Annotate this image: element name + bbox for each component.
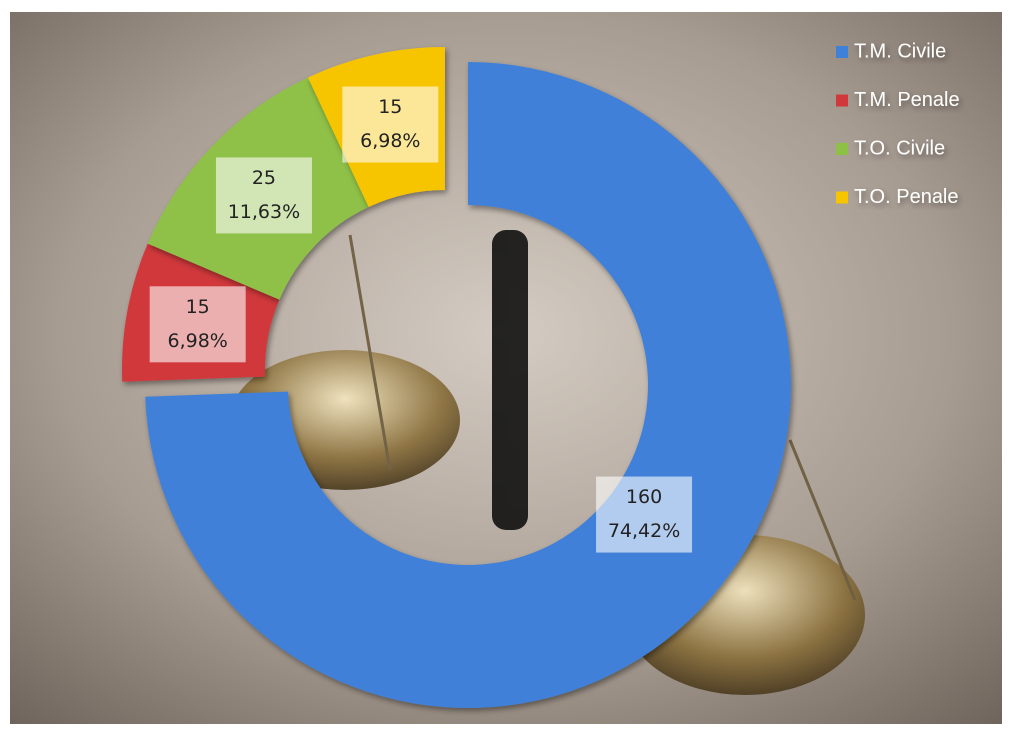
- data-label-percent: 74,42%: [608, 520, 680, 542]
- legend-label: T.O. Civile: [854, 137, 945, 159]
- legend-swatch: [836, 191, 848, 204]
- data-label-value: 25: [252, 167, 276, 189]
- data-label-box: [215, 157, 312, 234]
- data-label-box: [149, 286, 246, 363]
- data-label-box: [342, 86, 439, 163]
- legend-label: T.M. Civile: [854, 40, 946, 62]
- legend: T.M. Civile T.M. Penale T.O. Civile T.O. Pe…: [836, 40, 960, 208]
- data-label-value: 15: [186, 296, 210, 318]
- legend-swatch: [836, 94, 848, 107]
- data-label-percent: 11,63%: [228, 201, 300, 223]
- data-label-box: [596, 476, 693, 553]
- legend-label: T.O. Penale: [854, 186, 959, 208]
- data-label-value: 160: [626, 486, 662, 508]
- data-label-percent: 6,98%: [360, 130, 420, 152]
- legend-label: T.M. Penale: [854, 89, 960, 111]
- data-label-value: 15: [378, 96, 402, 118]
- data-labels: 160 74,42% 15 6,98% 25 11,63% 15 6,98%: [149, 86, 693, 553]
- legend-swatch: [836, 143, 848, 155]
- data-label-percent: 6,98%: [168, 330, 228, 352]
- legend-swatch: [836, 46, 848, 58]
